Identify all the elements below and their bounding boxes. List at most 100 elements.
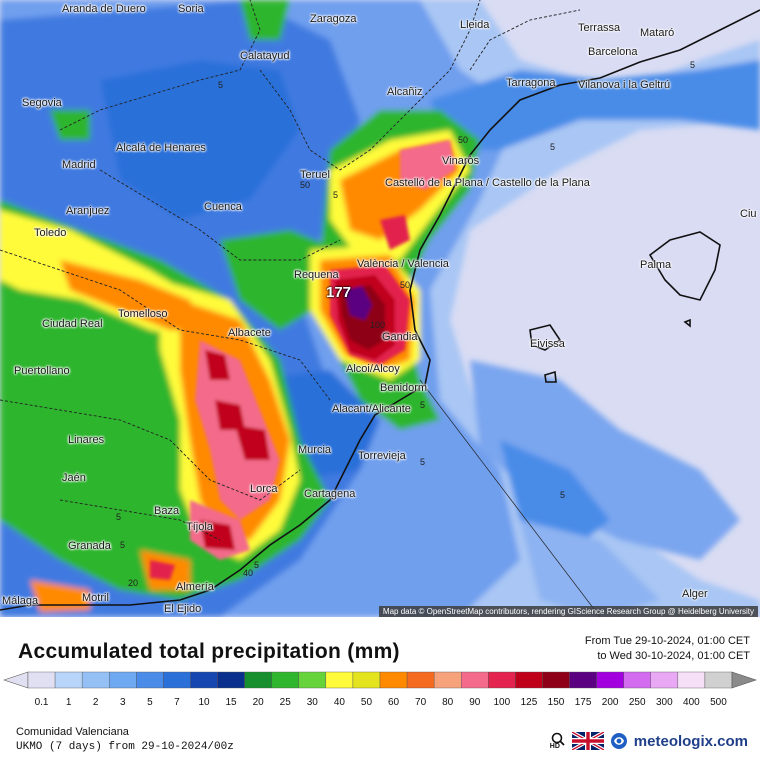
city-name: Mataró bbox=[640, 27, 675, 39]
city-name: Tíjola bbox=[186, 521, 213, 533]
city-label: Aranda de Duero bbox=[62, 4, 146, 15]
uk-flag-icon[interactable] bbox=[570, 730, 605, 752]
city-name: Eivissa bbox=[530, 338, 565, 350]
scale-swatch bbox=[163, 671, 191, 689]
scale-tick-label: 25 bbox=[279, 697, 291, 708]
scale-tick-label: 15 bbox=[225, 697, 237, 708]
scale-tick-label: 0.1 bbox=[34, 697, 49, 708]
city-label: Málaga bbox=[2, 596, 38, 607]
city-name: Málaga bbox=[2, 595, 39, 607]
city-label: Alcalá de Henares bbox=[116, 143, 206, 154]
scale-arrow-right bbox=[731, 671, 757, 689]
meteologix-logo-icon bbox=[610, 732, 628, 750]
city-name: Alacant/Alicante bbox=[332, 403, 411, 415]
scale-swatch bbox=[271, 671, 299, 689]
city-name: Albacete bbox=[228, 327, 271, 339]
region-name: Comunidad Valenciana bbox=[16, 726, 129, 738]
scale-tick-label: 175 bbox=[574, 697, 592, 708]
model-run: UKMO (7 days) from 29-10-2024/00z bbox=[16, 741, 234, 753]
color-scale-legend bbox=[0, 668, 760, 708]
city-name: Lorca bbox=[250, 483, 278, 495]
city-label: Almería bbox=[176, 582, 214, 593]
city-label: Granada bbox=[68, 541, 111, 552]
city-name: Segovia bbox=[22, 97, 62, 109]
city-label: Albacete bbox=[228, 328, 271, 339]
city-label: Teruel bbox=[300, 170, 330, 181]
city-label: Barcelona bbox=[588, 47, 638, 58]
scale-tick-label: 10 bbox=[198, 697, 210, 708]
precipitation-field bbox=[0, 0, 760, 617]
scale-swatch bbox=[136, 671, 164, 689]
city-name: Palma bbox=[640, 259, 672, 271]
city-name: Castelló de la Plana / Castello de la Pl… bbox=[385, 177, 590, 189]
scale-tick-label: 5 bbox=[147, 697, 153, 708]
city-name: Benidorm bbox=[380, 382, 428, 394]
city-label: Soria bbox=[178, 4, 204, 15]
scale-swatch bbox=[109, 671, 137, 689]
scale-tick-label: 20 bbox=[252, 697, 264, 708]
scale-swatch bbox=[596, 671, 624, 689]
scale-tick-label: 60 bbox=[387, 697, 400, 708]
contour-label: 5 bbox=[254, 560, 260, 570]
brand-name[interactable]: meteologix.com bbox=[633, 732, 748, 750]
chart-title: Accumulated total precipitation (mm) bbox=[18, 640, 400, 663]
city-label: Cartagena bbox=[304, 489, 355, 500]
scale-swatch bbox=[244, 671, 272, 689]
city-name: Madrid bbox=[62, 159, 96, 171]
city-label: Segovia bbox=[22, 98, 62, 109]
scale-tick-label: 30 bbox=[306, 697, 318, 708]
city-name: Linares bbox=[68, 434, 105, 446]
city-name: Alcalá de Henares bbox=[116, 142, 206, 154]
scale-tick-label: 70 bbox=[415, 697, 427, 708]
city-label: Puertollano bbox=[14, 366, 70, 377]
city-name: Cartagena bbox=[304, 488, 356, 500]
scale-tick-label: 50 bbox=[360, 697, 373, 708]
scale-tick-label: 3 bbox=[119, 697, 126, 708]
scale-swatch bbox=[298, 671, 327, 689]
city-label: Alcañiz bbox=[387, 87, 422, 98]
city-label: Benidorm bbox=[380, 383, 427, 394]
city-label: Palma bbox=[640, 260, 671, 271]
city-name: Toledo bbox=[34, 227, 67, 239]
city-label: Alacant/Alicante bbox=[332, 404, 411, 415]
city-label: Aranjuez bbox=[66, 206, 109, 217]
scale-tick-label: 300 bbox=[655, 697, 673, 708]
city-label: Murcia bbox=[298, 445, 331, 456]
scale-swatch bbox=[515, 671, 543, 689]
city-name: Vinaròs bbox=[442, 155, 480, 167]
contour-label: 5 bbox=[690, 60, 696, 70]
scale-swatch bbox=[81, 671, 110, 689]
city-label: Motril bbox=[82, 593, 109, 604]
valid-from: From Tue 29-10-2024, 01:00 CET bbox=[584, 635, 750, 647]
contour-label: 5 bbox=[218, 80, 224, 90]
scale-swatch bbox=[461, 671, 489, 689]
contour-label: 40 bbox=[243, 568, 254, 578]
city-label: Cuenca bbox=[204, 202, 242, 213]
city-name: Torrevieja bbox=[358, 450, 406, 462]
scale-tick-label: 7 bbox=[174, 697, 180, 708]
city-name: Ciu bbox=[740, 208, 757, 220]
scale-tick-label: 500 bbox=[710, 697, 727, 708]
precipitation-map[interactable]: Aranda de Duero Soria Zaragoza Lleida Terras… bbox=[0, 0, 760, 617]
scale-tick-label: 200 bbox=[601, 697, 619, 708]
scale-swatch bbox=[542, 671, 570, 689]
city-name: Granada bbox=[68, 540, 111, 552]
city-name: Cuenca bbox=[204, 201, 242, 213]
city-name: Tomelloso bbox=[118, 308, 168, 320]
city-name: Puertollano bbox=[14, 365, 70, 377]
city-label: Zaragoza bbox=[310, 14, 356, 25]
contour-label: 5 bbox=[333, 190, 339, 200]
city-name: Murcia bbox=[298, 444, 332, 456]
city-label: Lleida bbox=[460, 20, 489, 31]
city-name: Aranjuez bbox=[66, 205, 110, 217]
contour-label: 5 bbox=[420, 400, 426, 410]
city-name: Calatayud bbox=[240, 50, 290, 62]
magnifier-icon[interactable]: HD bbox=[550, 731, 566, 751]
max-precip-value: 177 bbox=[326, 284, 352, 301]
city-name: Vilanova i la Geltrú bbox=[578, 79, 671, 91]
city-name: Terrassa bbox=[578, 22, 621, 34]
city-name: Tarragona bbox=[506, 77, 556, 89]
city-name: Teruel bbox=[300, 169, 330, 181]
scale-tick-label: 2 bbox=[92, 697, 99, 708]
city-label: Madrid bbox=[62, 160, 96, 171]
